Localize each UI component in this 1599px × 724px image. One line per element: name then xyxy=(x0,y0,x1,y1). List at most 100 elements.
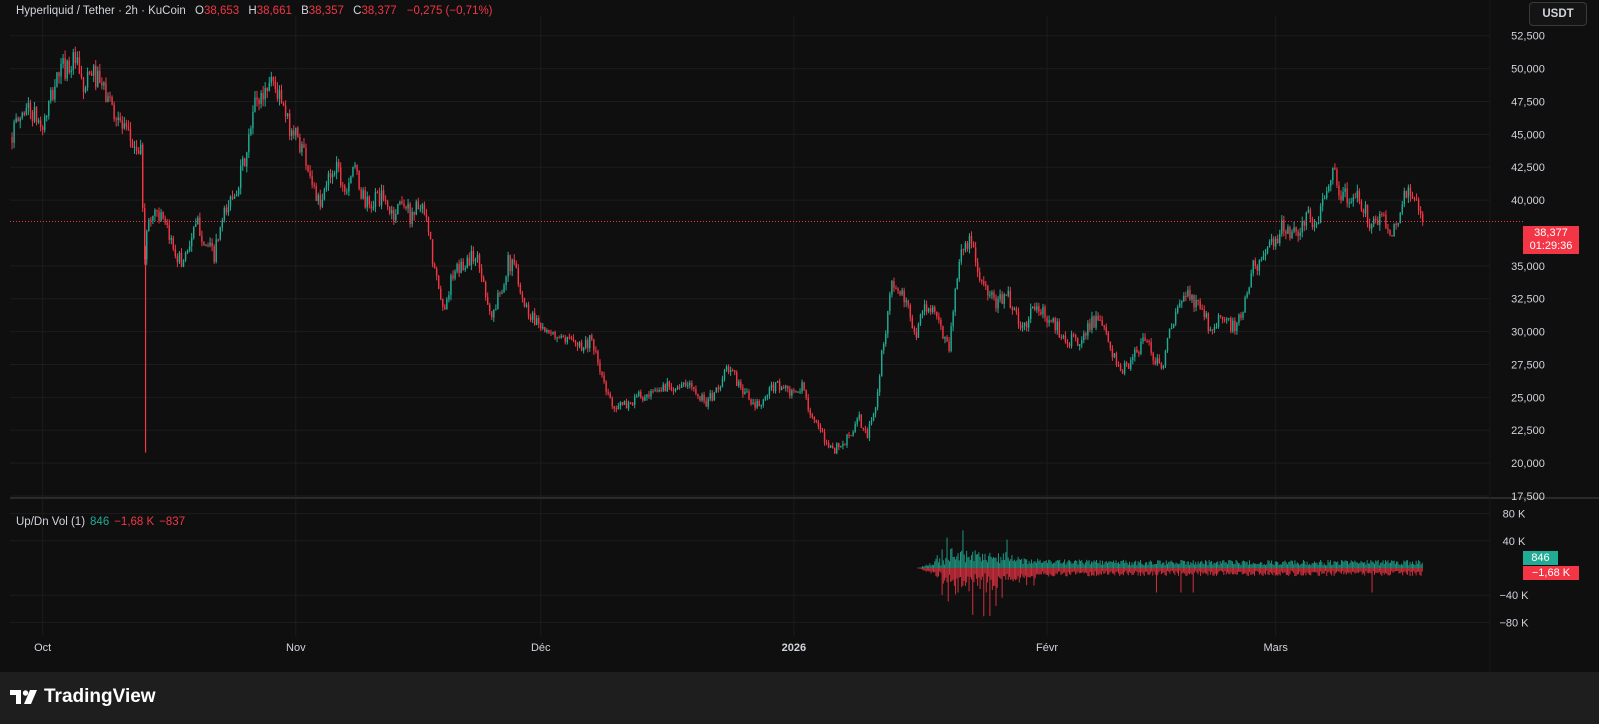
candle-up xyxy=(1232,320,1234,332)
candle-down xyxy=(168,225,170,240)
candle-down xyxy=(80,73,83,78)
candle-up xyxy=(1332,167,1334,181)
tradingview-logo[interactable]: TradingView xyxy=(10,686,156,708)
candle-down xyxy=(129,128,132,142)
candle-up xyxy=(709,393,711,399)
candle-up xyxy=(623,401,626,405)
candle-down xyxy=(180,252,183,267)
candle-up xyxy=(160,212,162,221)
candle-up xyxy=(46,115,48,117)
symbol-title[interactable]: Hyperliquid / Tether · 2h · KuCoin xyxy=(16,5,186,17)
candle-down xyxy=(458,264,460,273)
candle-down xyxy=(1385,214,1387,229)
candle-down xyxy=(305,147,307,166)
candle-down xyxy=(691,382,693,387)
candle-up xyxy=(476,254,479,260)
brand-name: TradingView xyxy=(44,686,156,707)
candle-up xyxy=(219,227,221,240)
candle-down xyxy=(909,305,911,318)
candle-down xyxy=(913,328,916,333)
candle-down xyxy=(983,281,985,285)
candle-up xyxy=(1081,340,1083,345)
candle-up xyxy=(721,378,724,388)
candle-up xyxy=(627,402,630,409)
volume-down-value: −1,68 K xyxy=(114,516,155,528)
candle-down xyxy=(1109,341,1112,349)
candle-up xyxy=(964,243,967,251)
candle-up xyxy=(346,191,348,193)
candle-up xyxy=(1313,224,1316,228)
candle-up xyxy=(454,271,456,279)
candle-down xyxy=(907,300,909,306)
candle-down xyxy=(462,261,464,270)
candle-down xyxy=(425,214,428,218)
candle-down xyxy=(1309,209,1312,220)
candle-down xyxy=(736,372,738,386)
candle-down xyxy=(64,58,66,79)
currency-button[interactable]: USDT xyxy=(1529,2,1587,26)
candle-down xyxy=(1099,319,1101,321)
candle-down xyxy=(970,235,973,244)
last-price-value: 38,377 xyxy=(1534,227,1568,239)
candle-up xyxy=(1164,350,1167,366)
candle-up xyxy=(725,366,728,370)
candle-down xyxy=(748,391,750,400)
candle-down xyxy=(1358,190,1361,202)
candle-down xyxy=(1093,316,1095,328)
candle-up xyxy=(1393,223,1395,237)
candle-down xyxy=(544,326,546,332)
candle-down xyxy=(413,211,415,215)
candle-up xyxy=(48,100,50,116)
candle-up xyxy=(84,87,87,93)
candle-down xyxy=(78,57,81,74)
candle-down xyxy=(1391,234,1393,237)
chart-canvas[interactable]: 52,500 50,000 47,500 45,000 42,500 40,000 35,0… xyxy=(0,0,1599,672)
candle-down xyxy=(1334,167,1336,170)
time-axis-label: Oct xyxy=(34,642,51,654)
candle-down xyxy=(1009,290,1012,308)
candle-up xyxy=(146,230,148,260)
candle-down xyxy=(993,292,995,298)
candle-down xyxy=(1025,322,1028,328)
candle-down xyxy=(860,414,862,428)
candle-down xyxy=(1111,348,1114,358)
candle-up xyxy=(13,122,15,143)
candle-down xyxy=(625,401,628,409)
candle-down xyxy=(1297,231,1299,236)
candle-down xyxy=(39,120,42,127)
candle-up xyxy=(1260,259,1263,261)
candle-up xyxy=(785,385,787,388)
candle-down xyxy=(911,317,914,329)
candle-up xyxy=(1209,329,1212,331)
candle-down xyxy=(1193,295,1195,308)
candle-down xyxy=(778,381,781,391)
candle-up xyxy=(1356,190,1359,198)
candle-down xyxy=(754,402,756,408)
candle-up xyxy=(619,402,622,406)
candle-up xyxy=(15,118,17,123)
candle-down xyxy=(1230,317,1232,332)
time-axis-label: Févr xyxy=(1036,642,1058,654)
candle-down xyxy=(613,406,615,409)
close-label: C xyxy=(353,5,362,17)
candle-down xyxy=(615,408,618,410)
candle-down xyxy=(1295,227,1297,232)
volume-delta-value: −837 xyxy=(159,516,186,528)
candle-down xyxy=(1211,329,1214,331)
candle-up xyxy=(178,252,181,263)
candle-down xyxy=(472,250,475,262)
candle-down xyxy=(266,88,268,91)
candle-up xyxy=(1056,321,1058,331)
candle-up xyxy=(582,347,585,351)
candle-up xyxy=(1142,337,1144,342)
candle-up xyxy=(197,217,199,224)
candle-up xyxy=(954,289,956,312)
candle-down xyxy=(1223,319,1226,321)
candle-down xyxy=(1127,363,1130,369)
candle-down xyxy=(29,102,32,113)
candle-down xyxy=(444,306,446,310)
candle-up xyxy=(774,382,777,392)
volume-title[interactable]: Up/Dn Vol (1) xyxy=(16,516,86,528)
candle-down xyxy=(699,396,701,401)
candle-up xyxy=(66,60,68,79)
